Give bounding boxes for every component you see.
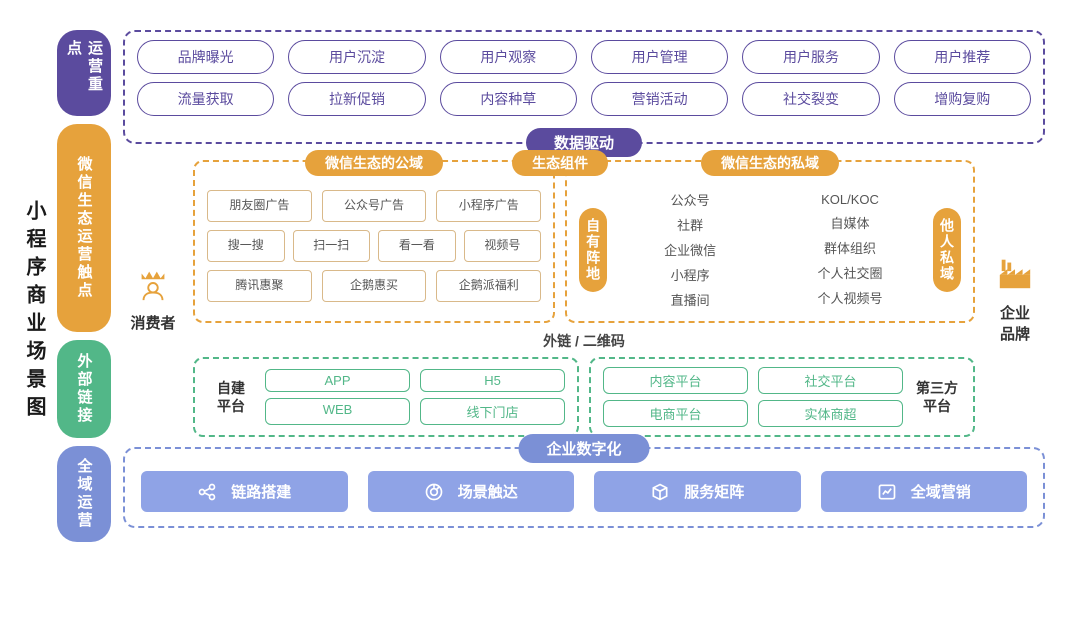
pill-item: 用户推荐 [894,40,1031,74]
other-tab: 他人私域 [933,208,961,292]
list-item: 企业微信 [664,240,716,259]
pill-item: 社交平台 [758,367,903,394]
third-platform-pills: 内容平台社交平台电商平台实体商超 [603,367,903,427]
cell-item: 腾讯惠聚 [207,270,312,302]
side-label-global: 全域运营 [57,446,111,542]
cell-item: 视频号 [464,230,542,262]
self-platform-label: 自建平台 [207,379,255,415]
brand-column: 企业品牌 [985,160,1045,437]
public-row-c: 腾讯惠聚企鹅惠买企鹅派福利 [207,270,541,302]
external-row: 自建平台 APP H5 WEB 线下门店 内容平台社交平台电商平台实体商超 第三方平台 [193,357,975,437]
consumer-label: 消费者 [130,312,175,333]
cell-item: 小程序广告 [436,190,541,222]
consumer-icon [134,264,172,306]
other-domain: KOL/KOC 自媒体群体组织个人社交圈个人视频号 他人私域 [775,190,961,309]
pill-item: 拉新促销 [288,82,425,116]
digital-label-2: 服务矩阵 [684,481,744,502]
consumer-column: 消费者 [123,160,183,437]
digital-label-1: 场景触达 [458,481,518,502]
chart-icon [877,482,897,502]
operations-row-1: 品牌曝光用户沉淀用户观察用户管理用户服务用户推荐 [137,40,1031,74]
cell-item: 企鹅派福利 [436,270,541,302]
target-icon [424,482,444,502]
pill-item: 用户服务 [742,40,879,74]
ecosystem-body: 微信生态的公域 生态组件 朋友圈广告公众号广告小程序广告 搜一搜扫一扫看一看视频… [193,160,975,437]
private-domain-box: 微信生态的私域 自有阵地 公众号社群企业微信小程序直播间 KOL/KOC自媒体群… [565,160,975,323]
cell-item: 看一看 [378,230,456,262]
other-list: KOL/KOC 自媒体群体组织个人社交圈个人视频号 [775,190,925,309]
pill-item: 电商平台 [603,400,748,427]
list-item: 小程序 [671,265,710,284]
pill-item: 用户沉淀 [288,40,425,74]
pill-item: 实体商超 [758,400,903,427]
pill-item: 内容平台 [603,367,748,394]
list-item: 社群 [677,215,703,234]
list-item: KOL/KOC [821,192,879,207]
public-row-b: 搜一搜扫一扫看一看视频号 [207,230,541,262]
pill-item: 增购复购 [894,82,1031,116]
share-icon [197,482,217,502]
side-label-column: 运营重点 微信生态运营触点 外部链接 全域运营 [57,30,111,594]
pill-item: 内容种草 [440,82,577,116]
pill-item: H5 [420,369,565,392]
digital-label-3: 全域营销 [911,481,971,502]
component-badge: 生态组件 [512,150,608,176]
pill-item: 线下门店 [420,398,565,425]
diagram-title: 小程序商业场景图 [20,200,49,424]
public-domain-box: 微信生态的公域 生态组件 朋友圈广告公众号广告小程序广告 搜一搜扫一扫看一看视频… [193,160,555,323]
pill-item: 品牌曝光 [137,40,274,74]
cell-item: 搜一搜 [207,230,285,262]
pill-item: 用户管理 [591,40,728,74]
operations-row-2: 流量获取拉新促销内容种草营销活动社交裂变增购复购 [137,82,1031,116]
external-title: 外链 / 二维码 [193,331,975,351]
ecosystem-section: 消费者 微信生态的公域 生态组件 朋友圈广告公众号广告小程序广告 搜一搜扫一扫看… [123,154,1045,437]
own-list: 公众号社群企业微信小程序直播间 [615,190,765,309]
digital-item-2: 服务矩阵 [594,471,801,512]
pill-item: 流量获取 [137,82,274,116]
cube-icon [650,482,670,502]
own-domain: 自有阵地 公众号社群企业微信小程序直播间 [579,190,765,309]
digital-item-1: 场景触达 [368,471,575,512]
list-item: 个人视频号 [818,288,883,307]
operations-section: 品牌曝光用户沉淀用户观察用户管理用户服务用户推荐 流量获取拉新促销内容种草营销活… [123,30,1045,144]
digital-item-3: 全域营销 [821,471,1028,512]
cell-item: 公众号广告 [322,190,427,222]
public-title: 微信生态的公域 [305,150,443,176]
public-row-a: 朋友圈广告公众号广告小程序广告 [207,190,541,222]
ecosystem-top: 微信生态的公域 生态组件 朋友圈广告公众号广告小程序广告 搜一搜扫一扫看一看视频… [193,160,975,323]
digital-item-0: 链路搭建 [141,471,348,512]
third-platform-label: 第三方平台 [913,379,961,415]
factory-icon [996,254,1034,296]
list-item: 直播间 [671,290,710,309]
list-item: 自媒体 [831,213,870,232]
list-item: 个人社交圈 [818,263,883,282]
cell-item: 朋友圈广告 [207,190,312,222]
self-platform-box: 自建平台 APP H5 WEB 线下门店 [193,357,579,437]
digital-label-0: 链路搭建 [231,481,291,502]
side-label-wechat: 微信生态运营触点 [57,124,111,332]
content-area: 品牌曝光用户沉淀用户观察用户管理用户服务用户推荐 流量获取拉新促销内容种草营销活… [123,30,1045,594]
list-item: 公众号 [671,190,710,209]
pill-item: WEB [265,398,410,425]
pill-item: 营销活动 [591,82,728,116]
private-title: 微信生态的私域 [701,150,839,176]
third-platform-box: 内容平台社交平台电商平台实体商超 第三方平台 [589,357,975,437]
side-label-external: 外部链接 [57,340,111,438]
self-platform-pills: APP H5 WEB 线下门店 [265,369,565,425]
list-item: 群体组织 [824,238,876,257]
brand-label: 企业品牌 [1000,302,1030,344]
own-tab: 自有阵地 [579,208,607,292]
digital-badge: 企业数字化 [518,434,649,463]
side-label-operations: 运营重点 [57,30,111,116]
pill-item: APP [265,369,410,392]
pill-item: 用户观察 [440,40,577,74]
digital-section: 企业数字化 链路搭建 场景触达 服务矩阵 全域营销 [123,447,1045,528]
cell-item: 企鹅惠买 [322,270,427,302]
cell-item: 扫一扫 [293,230,371,262]
pill-item: 社交裂变 [742,82,879,116]
